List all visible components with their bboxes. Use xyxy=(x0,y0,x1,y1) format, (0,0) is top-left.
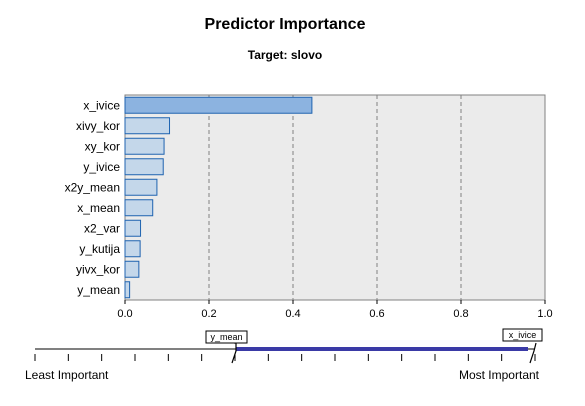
bar-yivx_kor xyxy=(124,260,140,278)
bar-xy_kor xyxy=(124,137,165,155)
category-label: x2_var xyxy=(84,221,120,235)
max-slider-handle[interactable] xyxy=(529,342,537,364)
bar-y_kutija xyxy=(124,240,141,258)
slider-selected-range xyxy=(236,347,528,351)
category-label: xy_kor xyxy=(85,139,120,153)
x-tick-label: 0.8 xyxy=(453,308,468,320)
bars xyxy=(124,96,313,299)
most-important-label: Most Important xyxy=(459,368,540,382)
x-tick-label: 1.0 xyxy=(537,308,552,320)
grid-lines xyxy=(208,95,462,300)
category-labels: x_ivice xivy_kor xy_kor y_ivice x2y_mean x_me… xyxy=(65,98,121,297)
max-handle-tag xyxy=(502,328,543,342)
category-label: yivx_kor xyxy=(76,262,120,276)
x-tick-label: 0.6 xyxy=(369,308,384,320)
bar-x2y_mean xyxy=(124,178,158,196)
chart-subtitle: Target: slovo xyxy=(247,48,323,62)
bar-x2_var xyxy=(124,219,142,237)
category-label: xivy_kor xyxy=(76,119,120,133)
bar-y_mean xyxy=(124,281,131,299)
category-label: x_mean xyxy=(77,201,120,215)
x-tick-label: 0.4 xyxy=(285,308,300,320)
chart-title: Predictor Importance xyxy=(204,16,366,33)
x-tick-label: 0.0 xyxy=(117,308,132,320)
category-label: x2y_mean xyxy=(65,180,120,194)
importance-slider[interactable]: y_mean x_ivice Least Important Most Importa… xyxy=(25,328,543,382)
bar-x_mean xyxy=(124,199,154,217)
x-axis: 0.0 0.2 0.4 0.6 0.8 1.0 xyxy=(117,300,553,320)
bar-y_ivice xyxy=(124,158,164,176)
category-label: y_mean xyxy=(77,283,120,297)
least-important-label: Least Important xyxy=(25,368,109,382)
category-label: x_ivice xyxy=(83,98,120,112)
bar-xivy_kor xyxy=(124,117,171,135)
bar-x_ivice xyxy=(124,96,313,114)
x-tick-label: 0.2 xyxy=(201,308,216,320)
max-handle-label: x_ivice xyxy=(509,330,537,340)
category-label: y_kutija xyxy=(79,242,120,256)
min-handle-tag xyxy=(205,330,248,344)
min-handle-label: y_mean xyxy=(210,332,242,342)
category-label: y_ivice xyxy=(83,160,120,174)
plot-area xyxy=(124,94,546,301)
